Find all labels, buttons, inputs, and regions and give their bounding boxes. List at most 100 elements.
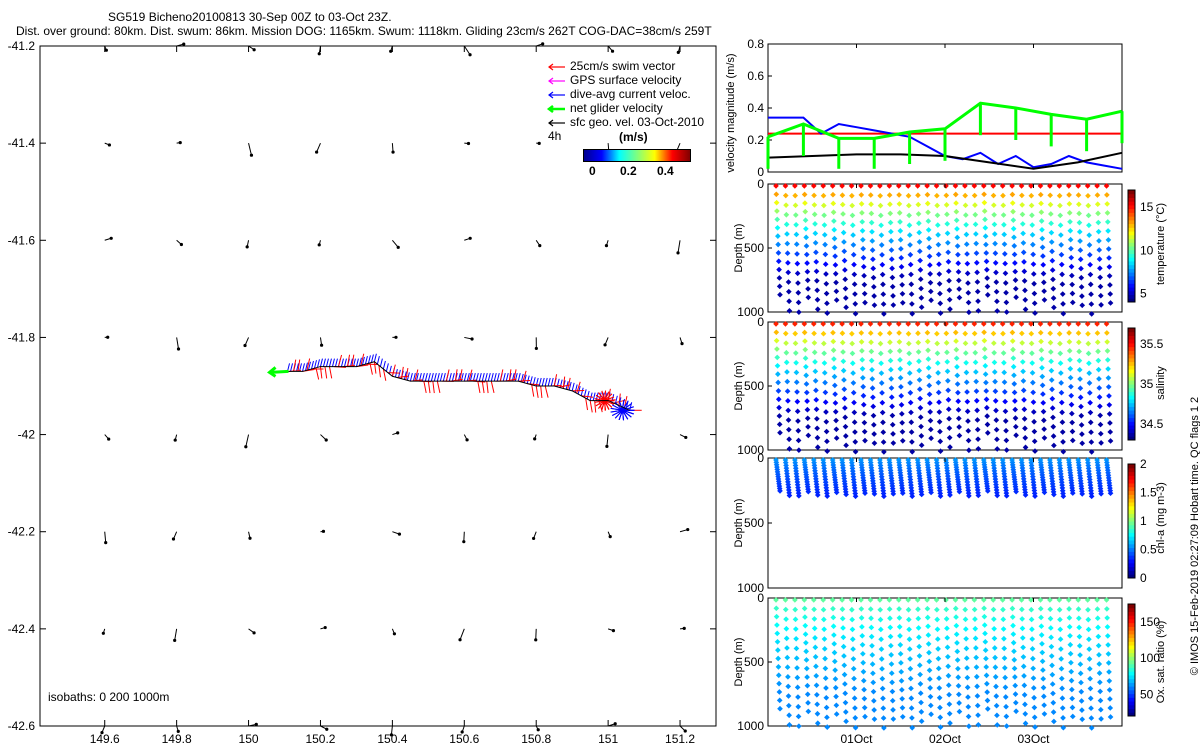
colorbar-box	[1127, 603, 1136, 717]
section-point	[1011, 381, 1018, 387]
section-point	[1056, 321, 1063, 327]
section-point	[917, 483, 924, 490]
section-point	[887, 357, 894, 364]
section-point	[858, 462, 865, 468]
geo-arrow-head	[109, 236, 113, 240]
section-point	[918, 433, 925, 439]
section-point	[1107, 490, 1114, 497]
section-point	[833, 288, 840, 295]
section-point	[1066, 330, 1072, 336]
section-point	[916, 475, 923, 482]
geo-arrow-head	[604, 243, 609, 248]
section-point	[879, 482, 886, 488]
section-point	[1038, 614, 1044, 621]
section-point	[1010, 217, 1017, 224]
section-point	[963, 655, 970, 662]
section-point	[916, 239, 923, 245]
section-point	[811, 625, 818, 632]
swim-vector	[527, 383, 540, 386]
colorbar-segment	[1128, 532, 1135, 537]
section-point	[897, 642, 904, 648]
colorbar-segment	[1128, 298, 1135, 303]
section-point	[907, 261, 914, 268]
section-point	[1037, 459, 1044, 466]
section-point	[1086, 252, 1093, 258]
section-point	[933, 321, 940, 327]
colorbar-segment	[1128, 410, 1135, 415]
section-point	[877, 626, 884, 633]
section-point	[963, 470, 970, 477]
geo-velocity-arrow	[176, 725, 179, 732]
dac-vector	[421, 373, 425, 382]
geo-arrow-head	[243, 343, 247, 348]
section-point	[830, 209, 837, 216]
dac-vector	[511, 373, 515, 382]
geo-arrow-head	[173, 438, 177, 442]
section-point	[946, 434, 953, 441]
section-point	[1058, 665, 1065, 672]
section-point	[927, 685, 934, 691]
section-point	[803, 363, 809, 370]
section-point	[881, 493, 887, 500]
section-point	[1094, 606, 1101, 612]
section-point	[1050, 709, 1057, 715]
dac-vector	[520, 373, 524, 383]
geo-arrow-head	[178, 140, 182, 145]
section-point	[906, 616, 912, 623]
geo-velocity-arrow	[176, 337, 180, 350]
dac-vector	[612, 404, 623, 411]
section-point	[851, 685, 858, 692]
section-point	[877, 212, 884, 219]
section-point	[936, 482, 943, 488]
section-point	[1037, 329, 1044, 336]
swim-vector	[595, 394, 605, 401]
section-point	[1065, 597, 1072, 603]
section-point	[850, 242, 857, 248]
section-point	[906, 360, 913, 367]
section-point	[801, 605, 808, 612]
velocity-ytick-label: 0.6	[747, 69, 764, 83]
section-point	[1077, 472, 1083, 479]
section-point	[993, 288, 1000, 295]
section-point	[1001, 665, 1008, 671]
section-point	[1011, 657, 1018, 663]
section-point	[792, 457, 798, 463]
colorbar-segment	[1128, 357, 1135, 363]
section-point	[831, 467, 837, 473]
swim-vector	[567, 377, 571, 390]
section-point	[831, 649, 838, 656]
section-point	[812, 473, 819, 479]
section-point	[1059, 429, 1066, 435]
geo-velocity-arrow	[679, 725, 686, 732]
section-point	[899, 272, 905, 279]
colorbar-box	[1127, 463, 1136, 579]
section-point	[1098, 302, 1104, 308]
section-point	[972, 462, 978, 469]
section-point	[917, 405, 924, 411]
dac-vector	[614, 409, 623, 419]
section-point	[1040, 400, 1047, 406]
section-point	[823, 409, 829, 415]
swim-vector	[315, 367, 320, 380]
section-point	[793, 470, 800, 477]
section-point	[1002, 481, 1009, 488]
section-point	[1011, 471, 1017, 478]
colorbar-segment	[1128, 678, 1135, 683]
section-point	[811, 192, 817, 199]
section-point	[1069, 487, 1076, 494]
dac-vector	[457, 373, 461, 382]
dac-vector	[610, 409, 623, 413]
section-point	[1010, 466, 1017, 473]
section-point	[965, 289, 972, 296]
section-point	[1066, 339, 1073, 345]
section-point	[888, 366, 894, 373]
section-point	[1030, 379, 1036, 386]
swim-vector	[598, 400, 605, 409]
section-point	[820, 330, 827, 337]
dac-vector	[618, 400, 623, 411]
section-point	[1097, 283, 1104, 290]
section-point	[1041, 489, 1048, 496]
section-point	[889, 412, 896, 419]
velocity-series-line	[768, 116, 1123, 170]
section-ytick-label: 0	[757, 591, 764, 605]
